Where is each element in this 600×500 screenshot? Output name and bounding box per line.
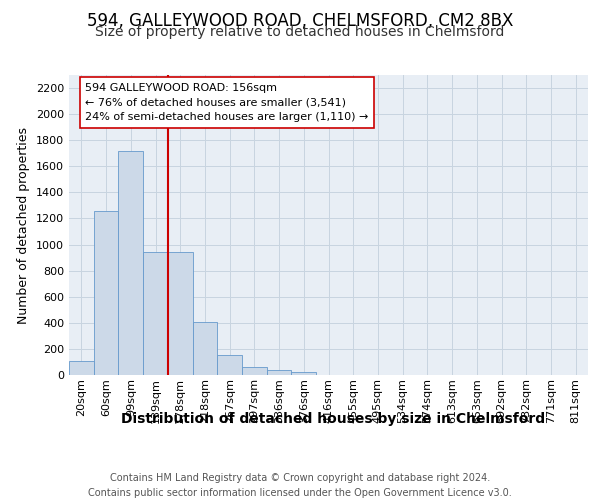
Text: Contains HM Land Registry data © Crown copyright and database right 2024.
Contai: Contains HM Land Registry data © Crown c…	[88, 472, 512, 498]
Bar	[143, 252, 168, 375]
Text: 594 GALLEYWOOD ROAD: 156sqm
← 76% of detached houses are smaller (3,541)
24% of : 594 GALLEYWOOD ROAD: 156sqm ← 76% of det…	[85, 83, 368, 122]
Y-axis label: Number of detached properties: Number of detached properties	[17, 126, 31, 324]
Text: Size of property relative to detached houses in Chelmsford: Size of property relative to detached ho…	[95, 25, 505, 39]
Bar	[217, 356, 242, 375]
Bar	[94, 210, 118, 375]
Text: 594, GALLEYWOOD ROAD, CHELMSFORD, CM2 8BX: 594, GALLEYWOOD ROAD, CHELMSFORD, CM2 8B…	[87, 12, 513, 30]
Text: Distribution of detached houses by size in Chelmsford: Distribution of detached houses by size …	[121, 412, 545, 426]
Bar	[118, 150, 143, 375]
Bar	[267, 370, 292, 375]
Bar	[193, 322, 217, 375]
Bar	[168, 252, 193, 375]
Bar	[242, 366, 267, 375]
Bar	[69, 360, 94, 375]
Bar	[292, 372, 316, 375]
